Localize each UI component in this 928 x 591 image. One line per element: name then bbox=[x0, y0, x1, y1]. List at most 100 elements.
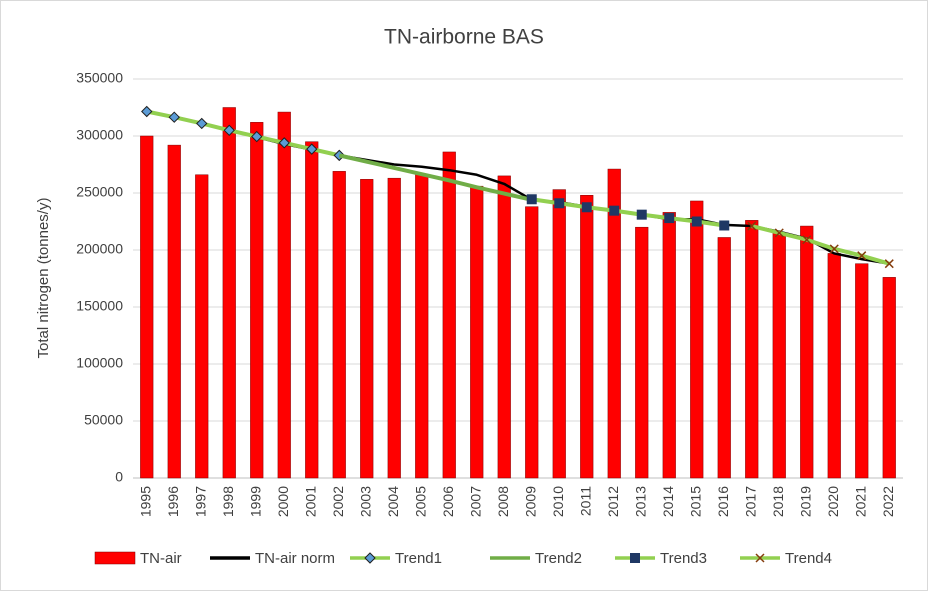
marker bbox=[774, 228, 784, 238]
x-tick-label: 1998 bbox=[220, 486, 236, 517]
x-tick-label: 2016 bbox=[715, 486, 731, 517]
bar bbox=[662, 212, 676, 479]
legend-label: Trend2 bbox=[535, 550, 582, 567]
legend-marker bbox=[364, 552, 376, 564]
marker bbox=[609, 205, 620, 216]
y-tick-label: 100000 bbox=[76, 355, 123, 371]
legend-marker bbox=[755, 553, 765, 563]
bar bbox=[882, 277, 896, 479]
x-tick-label: 2017 bbox=[742, 486, 758, 517]
bar bbox=[497, 175, 511, 479]
bar bbox=[580, 195, 594, 479]
marker bbox=[802, 235, 812, 245]
y-axis-label: Total nitrogen (tonnes/y) bbox=[35, 198, 52, 359]
marker bbox=[857, 251, 867, 261]
bar bbox=[222, 107, 236, 479]
bar bbox=[415, 174, 429, 479]
line bbox=[338, 153, 533, 202]
x-tick-label: 2011 bbox=[577, 486, 593, 516]
x-tick-label: 2008 bbox=[495, 486, 511, 517]
bar bbox=[387, 177, 401, 479]
x-tick-label: 2010 bbox=[550, 486, 566, 517]
x-tick-label: 2001 bbox=[302, 486, 318, 517]
x-tick-label: 1995 bbox=[137, 486, 153, 517]
marker bbox=[554, 198, 565, 209]
bar bbox=[827, 253, 841, 479]
x-tick-label: 2019 bbox=[797, 486, 813, 517]
marker bbox=[664, 213, 675, 224]
x-tick-label: 2021 bbox=[852, 486, 868, 517]
line bbox=[751, 224, 890, 266]
bar bbox=[442, 151, 456, 479]
y-tick-label: 250000 bbox=[76, 184, 123, 200]
x-tick-label: 1996 bbox=[165, 486, 181, 517]
x-tick-label: 2002 bbox=[330, 486, 346, 517]
y-tick-label: 0 bbox=[115, 469, 123, 485]
bar bbox=[607, 168, 621, 479]
bar bbox=[305, 141, 319, 479]
y-tick-label: 300000 bbox=[76, 127, 123, 143]
x-tick-label: 2014 bbox=[660, 486, 676, 517]
y-tick-label: 150000 bbox=[76, 298, 123, 314]
x-tick-label: 2012 bbox=[605, 486, 621, 517]
x-tick-label: 2000 bbox=[275, 486, 291, 517]
bar bbox=[332, 171, 346, 479]
marker bbox=[306, 143, 318, 155]
x-tick-label: 2022 bbox=[880, 486, 896, 517]
x-tick-label: 2015 bbox=[687, 486, 703, 517]
bar bbox=[690, 200, 704, 479]
bar bbox=[360, 179, 374, 479]
legend-label: Trend1 bbox=[395, 550, 442, 567]
x-tick-label: 2009 bbox=[522, 486, 538, 517]
legend-label: Trend4 bbox=[785, 550, 832, 567]
legend-marker bbox=[630, 553, 640, 563]
bar bbox=[855, 263, 869, 479]
marker bbox=[747, 221, 757, 231]
marker bbox=[526, 194, 537, 205]
y-tick-label: 50000 bbox=[84, 412, 123, 428]
bar bbox=[277, 111, 291, 479]
bar bbox=[552, 189, 566, 479]
chart-title: TN-airborne BAS bbox=[384, 26, 544, 49]
marker bbox=[196, 117, 208, 130]
bar bbox=[167, 144, 181, 479]
y-tick-label: 200000 bbox=[76, 241, 123, 257]
x-tick-label: 2018 bbox=[770, 486, 786, 517]
marker bbox=[251, 130, 263, 143]
bar bbox=[772, 232, 786, 479]
x-tick-label: 2013 bbox=[632, 486, 648, 517]
x-tick-label: 2007 bbox=[467, 486, 483, 517]
marker bbox=[278, 137, 290, 149]
legend-swatch bbox=[94, 551, 136, 565]
legend-label: Trend3 bbox=[660, 550, 707, 567]
marker bbox=[884, 259, 894, 269]
x-tick-label: 1997 bbox=[192, 486, 208, 517]
bar bbox=[525, 206, 539, 479]
x-tick-label: 2003 bbox=[357, 486, 373, 517]
bar bbox=[800, 225, 814, 479]
legend-label: TN-air norm bbox=[255, 550, 335, 567]
x-tick-label: 1999 bbox=[247, 486, 263, 517]
legend-label: TN-air bbox=[140, 550, 182, 567]
bar bbox=[717, 237, 731, 479]
bar bbox=[470, 185, 484, 479]
y-tick-label: 350000 bbox=[76, 70, 123, 86]
bar bbox=[140, 135, 154, 479]
bar bbox=[635, 226, 649, 479]
marker bbox=[581, 202, 592, 213]
x-tick-label: 2020 bbox=[825, 486, 841, 517]
marker bbox=[168, 111, 180, 123]
x-tick-label: 2005 bbox=[412, 486, 428, 517]
marker bbox=[691, 216, 702, 227]
marker bbox=[829, 244, 839, 254]
bar bbox=[250, 122, 264, 479]
marker bbox=[719, 220, 730, 231]
marker bbox=[141, 105, 153, 118]
x-tick-label: 2004 bbox=[385, 486, 401, 517]
x-tick-label: 2006 bbox=[440, 486, 456, 517]
marker bbox=[223, 124, 235, 137]
marker bbox=[636, 209, 647, 220]
bar bbox=[195, 174, 209, 479]
bar bbox=[745, 220, 759, 479]
